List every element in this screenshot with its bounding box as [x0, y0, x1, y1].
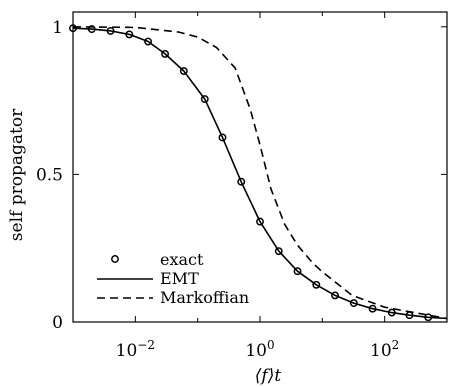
y-tick-label-2: 1 [52, 18, 63, 38]
x-axis-label: ⟨f⟩t [255, 366, 282, 386]
legend-label-exact: exact [160, 250, 204, 269]
ticks-layer: 0 0.5 1 10−2 100 102 [36, 12, 448, 361]
x-tick-label-1: 100 [245, 338, 274, 361]
y-axis-label: self propagator [7, 108, 27, 241]
legend-label-markoffian: Markoffian [160, 288, 249, 307]
series-line-markoffian [72, 26, 448, 320]
legend-label-emt: EMT [160, 269, 199, 288]
series-layer [69, 24, 448, 322]
series-line-emt [72, 27, 448, 320]
legend: exact EMT Markoffian [97, 250, 249, 307]
legend-marker-exact [111, 255, 119, 263]
y-tick-label-0: 0 [52, 313, 63, 333]
x-tick-label-2: 102 [370, 338, 399, 361]
y-tick-label-1: 0.5 [36, 165, 63, 185]
plot-frame [72, 11, 448, 323]
x-tick-label-0: 10−2 [116, 338, 155, 361]
